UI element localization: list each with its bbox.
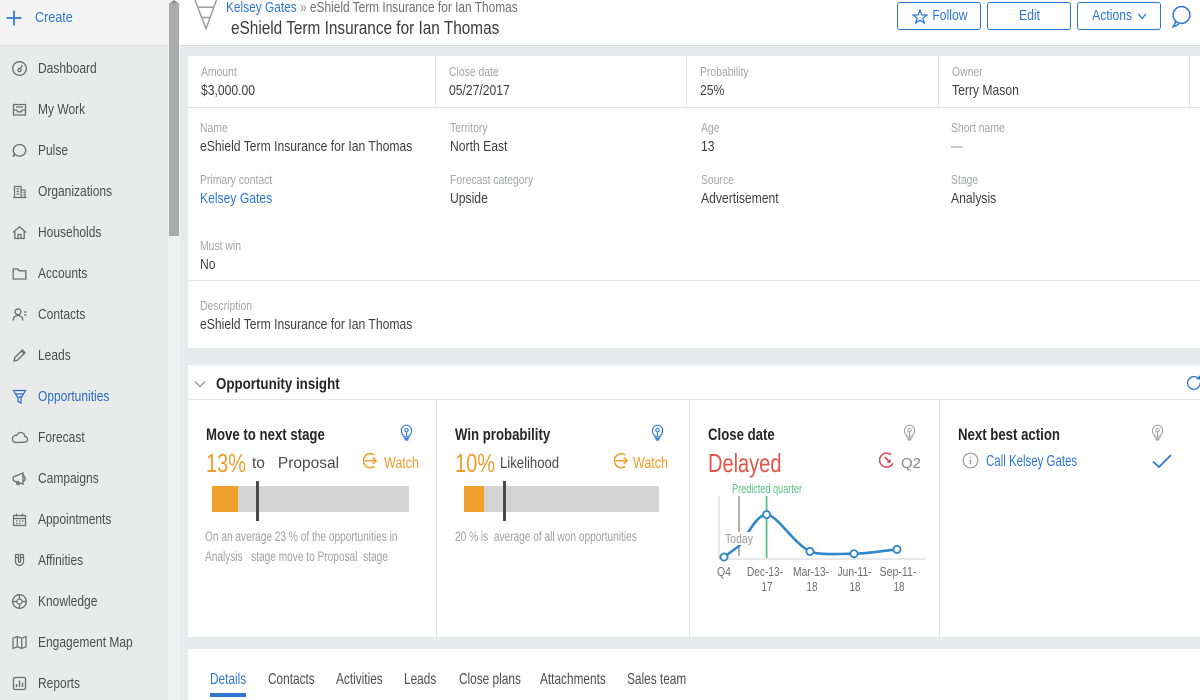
svg-text:Mar-13-: Mar-13- [793,565,829,579]
svg-text:18: 18 [807,580,818,594]
svg-text:Today: Today [725,532,754,546]
svg-text:17: 17 [762,580,773,594]
svg-text:Predicted quarter: Predicted quarter [732,482,802,496]
svg-text:Dec-13-: Dec-13- [747,565,783,579]
svg-text:Sep-11-: Sep-11- [880,565,917,579]
svg-text:18: 18 [894,580,905,594]
svg-text:18: 18 [850,580,861,594]
svg-text:Q4: Q4 [717,565,731,579]
svg-text:Jun-11-: Jun-11- [838,565,872,579]
